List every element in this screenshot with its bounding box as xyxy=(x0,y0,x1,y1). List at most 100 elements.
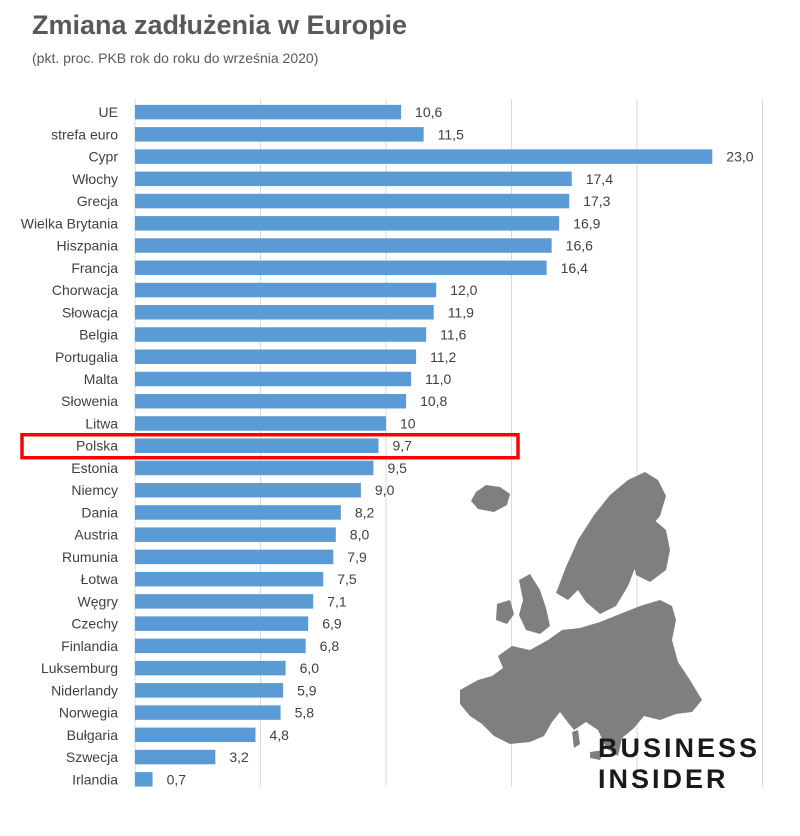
category-label: Łotwa xyxy=(81,571,119,587)
category-label: Norwegia xyxy=(59,705,118,721)
value-label: 23,0 xyxy=(726,149,753,165)
bar xyxy=(135,371,412,387)
value-label: 6,0 xyxy=(300,660,320,676)
category-label: Polska xyxy=(76,438,118,454)
category-label: Irlandia xyxy=(72,771,118,787)
value-label: 16,4 xyxy=(561,260,588,276)
bar xyxy=(135,393,407,409)
category-label: Słowacja xyxy=(62,304,118,320)
value-label: 16,9 xyxy=(573,215,600,231)
category-label: Bułgaria xyxy=(67,727,119,743)
chart-title: Zmiana zadłużenia w Europie xyxy=(32,10,408,40)
category-label: Niemcy xyxy=(71,482,118,498)
category-label: strefa euro xyxy=(51,126,118,142)
category-label: Portugalia xyxy=(55,349,118,365)
category-label: Chorwacja xyxy=(52,282,118,298)
bar xyxy=(135,727,256,743)
value-label: 8,0 xyxy=(350,527,370,543)
category-label: Dania xyxy=(81,504,118,520)
category-label: Finlandia xyxy=(61,638,118,654)
value-label: 7,5 xyxy=(337,571,357,587)
bar xyxy=(135,416,386,431)
bar xyxy=(135,638,306,654)
value-label: 11,9 xyxy=(448,304,474,320)
category-label: Malta xyxy=(84,371,118,387)
bar xyxy=(135,438,379,453)
value-label: 6,9 xyxy=(322,616,342,632)
bar xyxy=(135,282,437,298)
bar xyxy=(135,749,216,765)
category-label: Litwa xyxy=(85,415,118,431)
bar xyxy=(135,527,336,542)
bar xyxy=(135,327,427,342)
logo-line-business: BUSINESS xyxy=(598,733,761,763)
bar xyxy=(135,238,552,253)
category-label: Słowenia xyxy=(61,393,118,409)
value-label: 0,7 xyxy=(167,771,187,787)
category-label: Austria xyxy=(74,527,118,543)
business-insider-logo: BUSINESS INSIDER xyxy=(598,733,768,795)
bar xyxy=(135,127,424,142)
bar xyxy=(135,305,434,320)
bar xyxy=(135,260,547,276)
value-label: 16,6 xyxy=(566,238,593,254)
value-label: 11,6 xyxy=(440,327,466,343)
value-label: 7,1 xyxy=(327,593,347,609)
category-label: Niderlandy xyxy=(51,682,118,698)
value-label: 9,7 xyxy=(392,438,412,454)
value-label: 8,2 xyxy=(355,504,375,520)
bar xyxy=(135,460,374,476)
chart-subtitle: (pkt. proc. PKB rok do roku do września … xyxy=(32,50,319,66)
highlight-box xyxy=(20,432,520,460)
value-label: 17,4 xyxy=(586,171,613,187)
value-label: 10 xyxy=(400,415,416,431)
value-label: 3,2 xyxy=(229,749,249,765)
bar xyxy=(135,193,570,209)
value-label: 11,5 xyxy=(438,126,464,142)
bar xyxy=(135,505,341,520)
value-label: 7,9 xyxy=(347,549,367,565)
category-label: Luksemburg xyxy=(41,660,118,676)
bar xyxy=(135,349,417,365)
category-label: Belgia xyxy=(79,327,118,343)
value-label: 9,0 xyxy=(375,482,395,498)
value-label: 9,5 xyxy=(387,460,407,476)
bar xyxy=(135,705,281,720)
bar xyxy=(135,571,324,587)
bar xyxy=(135,594,314,609)
category-label: Cypr xyxy=(88,149,118,165)
category-label: UE xyxy=(99,104,118,120)
category-label: Estonia xyxy=(71,460,118,476)
bar xyxy=(135,772,153,787)
value-label: 11,2 xyxy=(430,349,456,365)
category-label: Wielka Brytania xyxy=(21,215,118,231)
value-label: 12,0 xyxy=(450,282,477,298)
value-label: 5,9 xyxy=(297,682,317,698)
category-label: Włochy xyxy=(72,171,118,187)
value-label: 17,3 xyxy=(583,193,610,209)
bar xyxy=(135,149,713,164)
logo-line-insider: INSIDER xyxy=(598,764,729,794)
category-label: Grecja xyxy=(77,193,118,209)
category-label: Rumunia xyxy=(62,549,118,565)
category-label: Czechy xyxy=(71,616,118,632)
bar xyxy=(135,683,284,698)
bar xyxy=(135,171,572,187)
value-label: 5,8 xyxy=(295,705,315,721)
bar xyxy=(135,482,361,498)
bar xyxy=(135,104,402,120)
bar xyxy=(135,616,309,631)
value-label: 10,8 xyxy=(420,393,447,409)
category-label: Szwecja xyxy=(66,749,118,765)
category-label: Węgry xyxy=(78,593,118,609)
bar xyxy=(135,216,560,231)
bar xyxy=(135,660,286,676)
value-label: 4,8 xyxy=(269,727,289,743)
category-label: Hiszpania xyxy=(57,238,119,254)
value-label: 11,0 xyxy=(425,371,451,387)
value-label: 6,8 xyxy=(320,638,340,654)
bar xyxy=(135,549,334,565)
category-label: Francja xyxy=(71,260,118,276)
